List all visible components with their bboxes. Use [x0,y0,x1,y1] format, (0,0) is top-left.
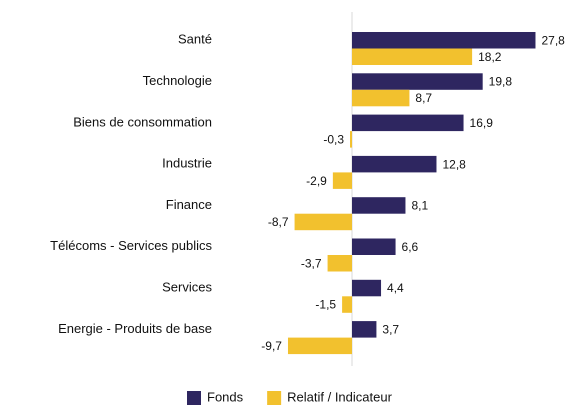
value-label: 18,2 [478,50,502,64]
bar [352,197,406,214]
value-label: 27,8 [541,33,565,47]
bar [352,89,410,107]
bar [332,172,352,189]
value-label: 12,8 [442,157,466,171]
category-label: Finance [166,197,212,212]
value-label: 4,4 [387,281,404,295]
value-label: 19,8 [489,75,513,89]
value-label: -2,9 [306,174,327,188]
bar [350,131,352,148]
bar [352,73,483,90]
value-label: 6,6 [402,240,419,254]
value-label: 8,7 [415,91,432,105]
bar [352,32,536,49]
bar [327,255,352,272]
bar [352,321,377,338]
value-label: -3,7 [301,256,322,270]
bar [294,213,352,231]
bar [287,337,352,355]
legend-swatch [187,391,201,405]
category-label: Télécoms - Services publics [50,238,212,253]
bar [352,155,437,173]
legend-swatch [267,391,282,405]
bar [352,279,382,297]
category-label: Energie - Produits de base [58,321,212,336]
category-label: Biens de consommation [73,114,212,129]
value-label: -1,5 [315,298,336,312]
legend-label: Fonds [207,389,244,404]
category-label: Services [162,279,212,294]
value-label: -8,7 [268,215,289,229]
bar [352,48,473,65]
value-label: -0,3 [323,133,344,147]
value-label: -9,7 [261,339,282,353]
legend-label: Relatif / Indicateur [287,389,392,404]
bar [342,296,352,313]
value-label: 3,7 [382,323,399,337]
category-label: Industrie [162,156,212,171]
bar [352,238,396,255]
category-label: Technologie [143,73,212,88]
value-label: 16,9 [470,116,494,130]
bar [352,114,464,132]
value-label: 8,1 [411,199,428,213]
category-label: Santé [178,32,212,47]
